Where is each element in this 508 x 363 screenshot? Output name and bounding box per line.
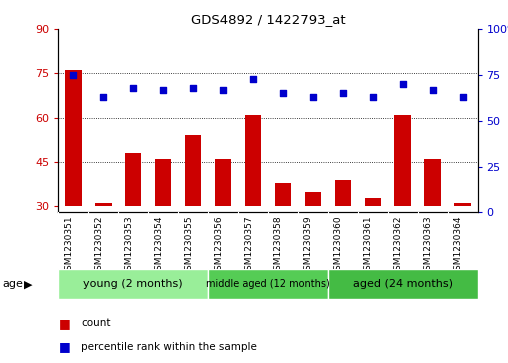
Bar [305,192,321,207]
Point [369,94,377,100]
Bar [125,153,142,207]
Point [309,94,317,100]
Point [459,94,467,100]
Point [279,90,287,96]
Text: GSM1230351: GSM1230351 [65,215,73,276]
Text: GSM1230355: GSM1230355 [184,215,193,276]
Point [339,90,347,96]
Text: percentile rank within the sample: percentile rank within the sample [81,342,257,352]
Bar [185,135,201,207]
Bar [365,197,381,207]
Bar [335,180,351,207]
Text: GSM1230359: GSM1230359 [304,215,313,276]
Bar [155,159,171,207]
Bar [245,115,261,207]
Bar [58,269,208,299]
Point [159,87,167,93]
Text: GSM1230362: GSM1230362 [394,215,403,276]
Text: GSM1230363: GSM1230363 [424,215,433,276]
Point [129,85,137,91]
Text: GSM1230357: GSM1230357 [244,215,253,276]
Bar [424,159,441,207]
Bar [454,204,471,207]
Text: GSM1230360: GSM1230360 [334,215,343,276]
Point [189,85,197,91]
Text: GSM1230354: GSM1230354 [154,215,163,276]
Point [399,81,407,87]
Text: GSM1230353: GSM1230353 [124,215,133,276]
Bar [275,183,291,207]
Text: GSM1230361: GSM1230361 [364,215,373,276]
Text: GSM1230364: GSM1230364 [454,215,463,276]
Title: GDS4892 / 1422793_at: GDS4892 / 1422793_at [190,13,345,26]
Text: count: count [81,318,111,328]
Point [429,87,437,93]
Point [99,94,107,100]
Text: age: age [3,279,23,289]
Point [69,72,77,78]
Point [249,76,257,81]
Text: ■: ■ [58,317,70,330]
Bar [95,204,112,207]
Text: ■: ■ [58,340,70,353]
Text: ▶: ▶ [24,279,33,289]
Bar [215,159,231,207]
Point [219,87,227,93]
Bar [65,70,82,207]
Bar [394,115,411,207]
Text: aged (24 months): aged (24 months) [353,279,453,289]
Text: middle aged (12 months): middle aged (12 months) [206,279,330,289]
Text: GSM1230352: GSM1230352 [94,215,103,276]
Text: young (2 months): young (2 months) [83,279,183,289]
Text: GSM1230358: GSM1230358 [274,215,283,276]
Bar [328,269,478,299]
Bar [208,269,328,299]
Text: GSM1230356: GSM1230356 [214,215,223,276]
